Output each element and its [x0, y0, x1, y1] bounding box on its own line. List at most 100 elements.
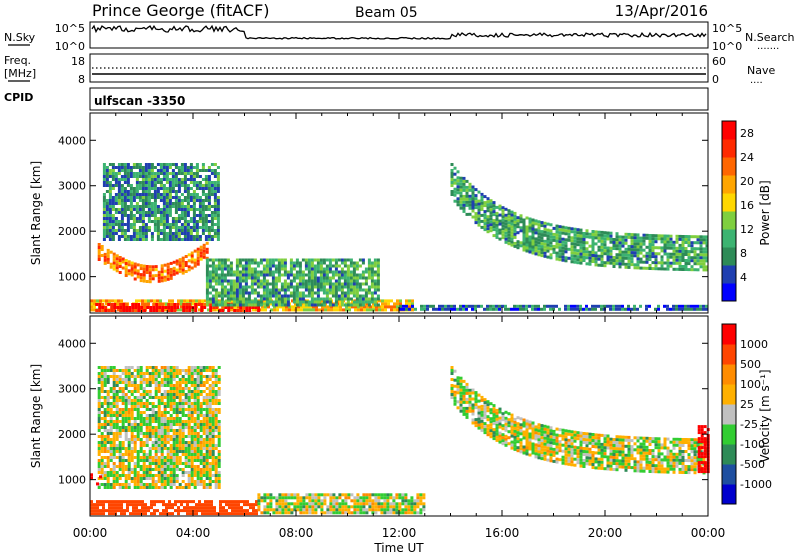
heatmap-cell [289, 291, 293, 295]
heatmap-cell [150, 172, 154, 175]
heatmap-cell [280, 258, 284, 262]
heatmap-cell [160, 462, 164, 465]
heatmap-cell [130, 480, 134, 483]
heatmap-cell [133, 474, 137, 477]
colorbar-tick-label: 8 [740, 247, 747, 260]
heatmap-cell [283, 294, 287, 298]
heatmap-cell [645, 245, 649, 249]
heatmap-cell [172, 375, 176, 378]
heatmap-cell [316, 303, 320, 307]
heatmap-cell [117, 503, 120, 507]
heatmap-cell [177, 214, 181, 217]
heatmap-cell [115, 438, 119, 441]
heatmap-cell [160, 273, 164, 277]
heatmap-cell [678, 267, 682, 271]
heatmap-cell [112, 456, 116, 459]
heatmap-cell [624, 235, 628, 239]
heatmap-cell [678, 307, 681, 311]
heatmap-cell [456, 191, 460, 195]
heatmap-cell [175, 390, 179, 393]
heatmap-cell [186, 500, 189, 504]
heatmap-cell [127, 462, 131, 465]
heatmap-cell [284, 511, 288, 515]
heatmap-cell [378, 299, 381, 303]
heatmap-cell [315, 308, 318, 312]
heatmap-cell [143, 303, 147, 306]
heatmap-cell [510, 213, 514, 217]
heatmap-cell [301, 270, 305, 274]
heatmap-cell [108, 211, 112, 214]
heatmap-cell [181, 381, 185, 384]
heatmap-cell [277, 300, 281, 304]
heatmap-cell [486, 230, 490, 234]
heatmap-cell [642, 260, 646, 264]
heatmap-cell [192, 235, 196, 238]
heatmap-cell [459, 197, 463, 201]
heatmap-cell [334, 261, 338, 265]
heatmap-cell [139, 426, 143, 429]
heatmap-cell [313, 264, 317, 268]
heatmap-cell [339, 305, 342, 309]
heatmap-cell [217, 282, 221, 286]
heatmap-cell [244, 282, 248, 286]
heatmap-cell [253, 291, 257, 295]
heatmap-cell [310, 264, 314, 268]
heatmap-cell [145, 366, 149, 369]
heatmap-cell [377, 493, 381, 497]
heatmap-cell [169, 366, 173, 369]
heatmap-cell [657, 261, 661, 265]
heatmap-cell [185, 306, 189, 309]
heatmap-cell [627, 304, 630, 308]
heatmap-cell [265, 285, 269, 289]
heatmap-cell [325, 294, 329, 298]
heatmap-cell [106, 393, 110, 396]
heatmap-cell [195, 223, 199, 226]
heatmap-cell [534, 252, 538, 256]
heatmap-cell [178, 402, 182, 405]
heatmap-cell [154, 268, 158, 272]
heatmap-cell [570, 251, 574, 255]
heatmap-cell [295, 288, 299, 292]
heatmap-cell [377, 508, 381, 512]
heatmap-cell [465, 203, 469, 207]
heatmap-cell [579, 243, 583, 247]
heatmap-cell [123, 187, 127, 190]
heatmap-cell [181, 441, 185, 444]
heatmap-cell [274, 282, 278, 286]
heatmap-cell [217, 300, 221, 304]
heatmap-cell [157, 468, 161, 471]
heatmap-cell [147, 166, 151, 169]
heatmap-cell [192, 172, 196, 175]
heatmap-cell [624, 238, 628, 242]
heatmap-cell [702, 265, 706, 269]
heatmap-cell [170, 303, 174, 306]
heatmap-cell [361, 261, 365, 265]
heatmap-cell [325, 267, 329, 271]
heatmap-cell [175, 366, 179, 369]
heatmap-cell [295, 273, 299, 277]
heatmap-cell [196, 247, 200, 251]
heatmap-cell [192, 220, 196, 223]
heatmap-cell [286, 288, 290, 292]
heatmap-cell [109, 420, 113, 423]
heatmap-cell [702, 259, 706, 263]
heatmap-cell [213, 232, 217, 235]
heatmap-cell [600, 260, 604, 264]
heatmap-cell [310, 267, 314, 271]
heatmap-cell [250, 261, 254, 265]
heatmap-cell [705, 259, 709, 263]
heatmap-cell [127, 381, 131, 384]
heatmap-cell [352, 270, 356, 274]
heatmap-cell [666, 261, 670, 265]
heatmap-cell [235, 300, 239, 304]
heatmap-cell [358, 294, 362, 298]
heatmap-cell [211, 288, 215, 292]
heatmap-cell [651, 267, 655, 271]
heatmap-cell [705, 265, 709, 269]
heatmap-cell [225, 500, 228, 504]
heatmap-cell [204, 217, 208, 220]
heatmap-cell [175, 405, 179, 408]
heatmap-cell [693, 262, 697, 266]
heatmap-cell [489, 226, 493, 230]
heatmap-cell [328, 285, 332, 289]
